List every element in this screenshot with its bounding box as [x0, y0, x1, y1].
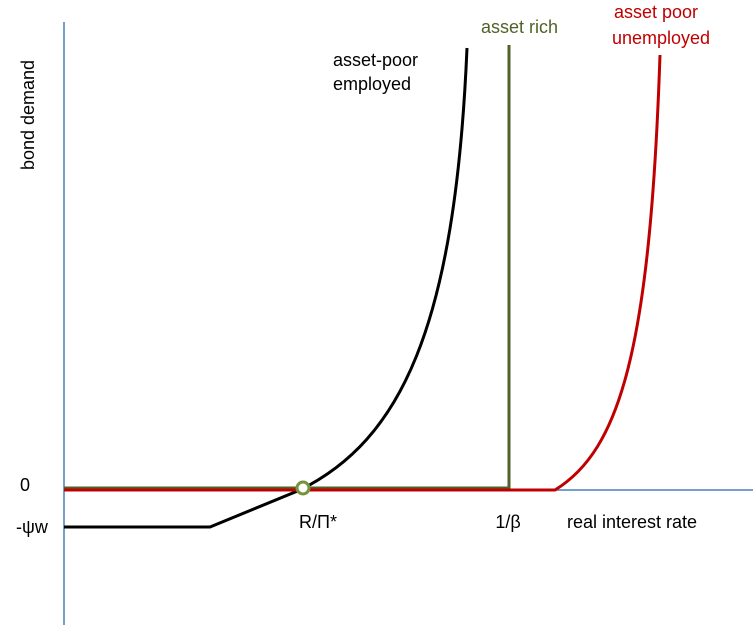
neg-level-label: -ψw [16, 517, 49, 537]
curve-label: employed [333, 74, 411, 94]
curve-label: asset-poor [333, 50, 418, 70]
r-star-label: R/Π* [299, 512, 337, 532]
curve-label: asset rich [481, 17, 558, 37]
x-axis-label: real interest rate [567, 512, 697, 532]
asset-rich-curve [64, 45, 511, 490]
curve-label: asset poor [614, 2, 698, 22]
asset-poor-unemployed-curve [64, 54, 662, 492]
curve-label: unemployed [612, 28, 710, 48]
equilibrium-point [295, 480, 311, 496]
asset-poor-employed-curve [64, 47, 469, 529]
y-axis-label: bond demand [18, 60, 38, 170]
inv-beta-label: 1/β [495, 512, 520, 532]
zero-label: 0 [20, 475, 30, 495]
